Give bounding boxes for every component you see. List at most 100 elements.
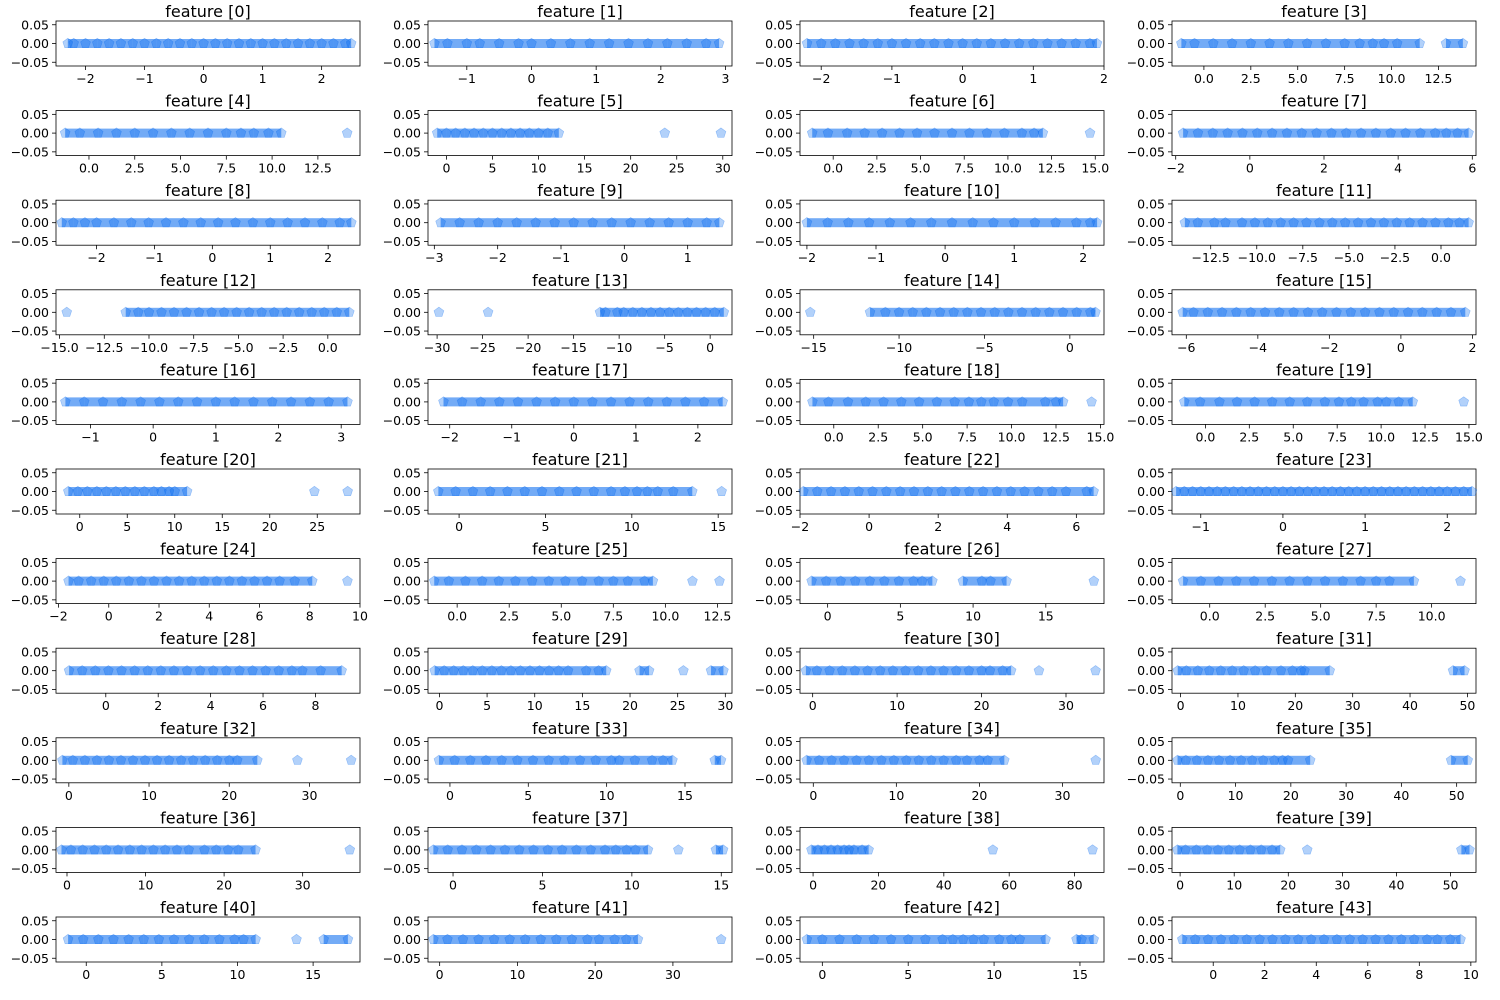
subplot-feature-6: feature [6]0.050.00−0.050.0 2.5 5.0 7.5 10.0… (755, 92, 1110, 176)
data-point (556, 844, 568, 855)
data-point (474, 37, 486, 49)
data-point (1195, 485, 1207, 497)
data-band (538, 128, 548, 138)
data-point (1264, 37, 1275, 49)
data-point (1275, 665, 1287, 676)
data-point (543, 665, 555, 676)
y-tick-label: 0.00 (765, 663, 793, 678)
data-band (345, 39, 352, 48)
data-band (97, 39, 110, 48)
subplot-title: feature [15] (1276, 271, 1372, 290)
data-point (306, 575, 318, 586)
data-point (449, 754, 460, 765)
data-point (456, 844, 468, 855)
x-tick-label: 3 (337, 429, 345, 444)
data-band (1261, 845, 1273, 855)
subplot-title: feature [11] (1276, 181, 1372, 200)
data-point (297, 665, 308, 676)
data-point (1400, 127, 1411, 138)
y-tick-label: 0.00 (765, 753, 793, 768)
data-point (634, 665, 645, 676)
data-point (274, 575, 285, 586)
data-point (593, 665, 604, 676)
subplot-title: feature [30] (904, 629, 1000, 648)
data-band (652, 755, 664, 765)
data-band (1377, 397, 1387, 407)
data-point (504, 933, 515, 945)
x-tick-label: −15 (800, 340, 826, 355)
data-band (1325, 576, 1343, 586)
x-tick-label: −1 (135, 71, 153, 86)
x-tick-label: 7.5 (1366, 609, 1386, 624)
x-tick-label: 25 (309, 519, 325, 534)
data-band (1241, 755, 1253, 765)
data-band (1075, 39, 1090, 48)
subplot-feature-40: feature [40]0.050.00−0.050 5 10 15 (11, 898, 361, 982)
data-band (166, 576, 180, 586)
data-point (717, 396, 728, 407)
data-point (934, 306, 946, 317)
data-point (323, 396, 334, 407)
data-band (941, 487, 956, 496)
data-band (153, 576, 167, 586)
data-point (206, 306, 217, 317)
data-point (542, 127, 554, 138)
data-band (490, 487, 508, 496)
x-tick-label: 15 (574, 698, 590, 713)
data-point (163, 754, 175, 765)
data-band (144, 39, 157, 48)
data-point (531, 396, 542, 407)
y-tick-label: 0.00 (1137, 842, 1165, 857)
data-band (510, 666, 521, 676)
data-point (343, 306, 355, 317)
data-band (498, 576, 516, 586)
data-band (465, 576, 483, 586)
data-band (461, 845, 477, 855)
data-point (187, 754, 199, 765)
data-band (234, 397, 254, 407)
data-band (868, 755, 882, 765)
data-point (112, 844, 124, 855)
data-point (644, 217, 655, 228)
data-point (1430, 217, 1441, 228)
data-band (1280, 218, 1294, 228)
data-band (1002, 666, 1012, 676)
data-point (1372, 396, 1383, 407)
x-tick-label: 0 (65, 788, 73, 803)
x-tick-label: 0 (809, 877, 817, 892)
data-point (260, 665, 271, 676)
data-point (1071, 933, 1082, 945)
subplot-title: feature [35] (1276, 719, 1372, 738)
x-tick-label: 20 (870, 877, 886, 892)
data-point (124, 844, 136, 855)
data-band (1263, 755, 1275, 765)
data-point (1245, 37, 1257, 49)
x-tick-label: 15.0 (1455, 429, 1483, 444)
x-tick-label: −2 (76, 71, 94, 86)
data-band (267, 576, 280, 586)
data-point (957, 575, 969, 586)
data-band (115, 487, 126, 496)
data-band (1232, 39, 1251, 48)
data-band (96, 755, 109, 765)
data-point (856, 844, 868, 855)
x-tick-label: 4 (205, 609, 213, 624)
subplot-feature-18: feature [18]0.050.00−0.050.0 2.5 5.0 7.5 10.… (755, 360, 1115, 444)
data-band (434, 666, 445, 676)
data-point (1251, 127, 1263, 138)
data-band (547, 845, 563, 855)
data-band (805, 666, 817, 676)
data-band (455, 128, 465, 138)
data-point (1311, 127, 1322, 138)
x-tick-label: 10 (509, 967, 525, 982)
data-point (175, 754, 187, 765)
x-tick-label: 0 (63, 877, 71, 892)
data-point (477, 127, 489, 138)
data-point (1275, 217, 1287, 228)
data-point (984, 665, 996, 676)
data-point (1277, 485, 1289, 497)
subplot-feature-26: feature [26]0.050.00−0.050 5 10 15 (755, 540, 1105, 624)
data-band (464, 128, 475, 138)
data-point (913, 754, 925, 765)
data-band (1436, 307, 1451, 317)
